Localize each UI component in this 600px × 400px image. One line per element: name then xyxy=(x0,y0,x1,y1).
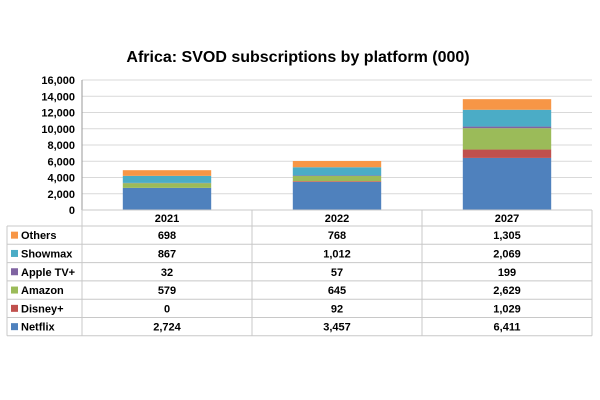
data-label: 57 xyxy=(331,267,343,279)
bar-segment-showmax xyxy=(462,109,552,127)
data-label: 32 xyxy=(161,267,173,279)
bar-segment-netflix xyxy=(292,181,382,210)
legend-swatch xyxy=(11,268,18,276)
data-table: 2021 2022 2027 Others 698 768 1,305 Showmax 867 1… xyxy=(6,209,593,337)
legend-swatch xyxy=(11,304,18,312)
bar-segment-showmax xyxy=(122,175,212,183)
data-label: 1,305 xyxy=(493,230,521,242)
bar-segment-apple-tv- xyxy=(462,126,552,129)
bar-segment-others xyxy=(462,99,552,110)
chart-title: Africa: SVOD subscriptions by platform (… xyxy=(126,49,469,66)
y-tick-label: 0 xyxy=(69,205,75,217)
legend-swatch xyxy=(11,323,18,331)
x-tick-label: 2022 xyxy=(325,213,349,225)
legend-swatch xyxy=(11,249,18,257)
data-label: 92 xyxy=(331,303,343,315)
bar-segment-netflix xyxy=(462,157,552,210)
bar-segment-others xyxy=(292,160,382,168)
legend-label: Showmax xyxy=(21,248,73,260)
data-label: 645 xyxy=(328,285,346,297)
legend-label: Amazon xyxy=(21,285,64,297)
legend-label: Apple TV+ xyxy=(21,267,75,279)
data-label: 698 xyxy=(158,230,176,242)
data-label: 3,457 xyxy=(323,322,351,334)
bar-segment-netflix xyxy=(122,187,212,210)
y-tick-label: 14,000 xyxy=(41,91,75,103)
data-label: 2,724 xyxy=(153,322,181,334)
data-label: 1,029 xyxy=(493,303,521,315)
y-tick-label: 6,000 xyxy=(47,156,75,168)
data-label: 1,012 xyxy=(323,248,351,260)
data-label: 768 xyxy=(328,230,346,242)
y-tick-label: 16,000 xyxy=(41,75,75,87)
data-label: 6,411 xyxy=(494,322,521,334)
data-label: 2,069 xyxy=(493,248,521,260)
bars xyxy=(122,99,552,210)
data-label: 579 xyxy=(158,285,176,297)
legend-swatch xyxy=(11,286,18,294)
bar-segment-amazon xyxy=(292,175,382,182)
data-label: 2,629 xyxy=(493,285,521,297)
legend-swatch xyxy=(11,231,18,239)
bar-segment-disney- xyxy=(462,149,552,158)
data-label: 867 xyxy=(158,248,176,260)
y-tick-label: 10,000 xyxy=(41,124,75,136)
data-label: 199 xyxy=(498,267,516,279)
bar-segment-amazon xyxy=(122,183,212,188)
bar-segment-amazon xyxy=(462,128,552,150)
y-axis-ticks: 0 2,000 4,000 6,000 8,000 10,000 12,000 14,000 1… xyxy=(41,75,75,217)
legend-label: Others xyxy=(21,230,56,242)
bar-segment-others xyxy=(122,170,212,176)
x-tick-label: 2027 xyxy=(495,213,519,225)
legend-label: Netflix xyxy=(21,322,56,334)
y-tick-label: 12,000 xyxy=(41,108,75,120)
y-tick-label: 2,000 xyxy=(47,189,75,201)
bar-segment-showmax xyxy=(292,167,382,176)
bar-segment-disney- xyxy=(292,181,382,182)
x-tick-label: 2021 xyxy=(155,213,179,225)
y-tick-label: 8,000 xyxy=(47,140,75,152)
y-tick-label: 4,000 xyxy=(47,173,75,185)
data-label: 0 xyxy=(164,303,170,315)
legend-label: Disney+ xyxy=(21,303,64,315)
